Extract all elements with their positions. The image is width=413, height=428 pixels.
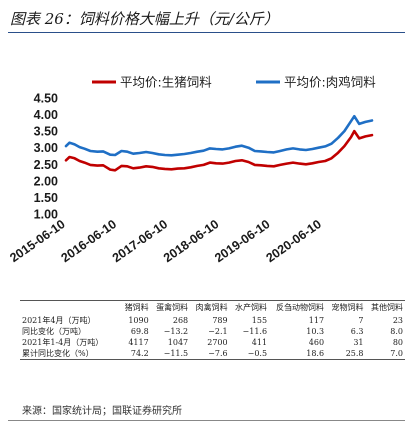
table-cell: −7.6: [190, 348, 230, 360]
title-rule: [8, 32, 405, 33]
table-cell: 80: [392, 338, 403, 347]
y-tick-label: 4.50: [34, 92, 58, 106]
series-line-chicken-feed: [64, 114, 374, 157]
row-label: 2021年4月（万吨）: [22, 316, 96, 325]
table-cell: 8.0: [390, 327, 403, 336]
table-cell: 10.3: [306, 327, 325, 336]
y-tick-label: 2.50: [34, 158, 58, 172]
table-header-layer: 蛋禽饲料: [156, 303, 189, 312]
y-tick-label: 1.50: [34, 191, 58, 205]
table-header-pet: 宠物饲料: [331, 303, 364, 312]
x-tick-label: 2017-06-10: [110, 217, 170, 265]
y-tick-label: 2.00: [34, 174, 58, 188]
table-cell: 69.8: [130, 327, 149, 336]
table-cell: 155: [251, 316, 268, 325]
feed-output-table: 猪饲料 蛋禽饲料 肉禽饲料 水产饲料 反刍动物饲料 宠物饲料 其他饲料 2021…: [20, 303, 405, 360]
feed-price-line-chart: 平均价:生猪饲料 平均价:肉鸡饲料 1.00 1.50 2.00 2.50 3.00 3.5…: [7, 75, 376, 266]
table-header-ruminant: 反刍动物饲料: [276, 303, 325, 312]
series-lines: [64, 114, 374, 172]
table-row: 2021年4月（万吨） 1090 268 789 155 117 7 23: [20, 315, 405, 326]
y-axis: 1.00 1.50 2.00 2.50 3.00 3.50 4.00 4.50: [34, 92, 58, 222]
table-cell: 18.6: [269, 348, 327, 360]
table-cell: 25.8: [326, 348, 366, 360]
x-tick-label: 2016-06-10: [59, 217, 119, 265]
table-row: 2021年1-4月（万吨） 4117 1047 2700 411 460 31 …: [20, 337, 405, 348]
table-cell: 4117: [128, 338, 149, 347]
y-tick-label: 4.00: [34, 108, 58, 122]
table-cell: 460: [308, 338, 325, 347]
table-cell: −11.6: [242, 327, 268, 336]
table-cell: 2700: [207, 338, 228, 347]
table-cell: 7.0: [365, 348, 405, 360]
figure-title: 图表 26：饲料价格大幅上升（元/公斤）: [10, 10, 279, 28]
x-axis: 2015-06-102016-06-102017-06-102018-06-10…: [7, 217, 324, 265]
table-header-other: 其他饲料: [371, 303, 403, 312]
table-corner-cell: [20, 303, 120, 315]
chart-legend: 平均价:生猪饲料 平均价:肉鸡饲料: [92, 75, 376, 90]
table-cell: 74.2: [120, 348, 151, 360]
table-cell: 117: [308, 316, 325, 325]
y-tick-label: 1.00: [34, 208, 58, 222]
table-row: 累计同比变化（%） 74.2 −11.5 −7.6 −0.5 18.6 25.8…: [20, 348, 405, 360]
table-cell: −2.1: [208, 327, 228, 336]
table-cell: 1090: [128, 316, 149, 325]
table-header-pig: 猪饲料: [124, 303, 149, 312]
legend-label: 平均价:生猪饲料: [120, 75, 212, 90]
row-label: 同比变化（万吨）: [22, 327, 86, 336]
table-cell: 31: [353, 338, 364, 347]
series-line-pig-feed: [64, 129, 374, 172]
table-cell: 6.3: [350, 327, 364, 336]
y-tick-label: 3.00: [34, 141, 58, 155]
table-cell: −13.2: [163, 327, 189, 336]
row-label: 累计同比变化（%）: [20, 348, 120, 360]
table-header-broiler: 肉禽饲料: [195, 303, 228, 312]
legend-label: 平均价:肉鸡饲料: [284, 75, 376, 90]
table-cell: 7: [358, 316, 364, 325]
table-cell: 23: [392, 316, 403, 325]
table-header-aqua: 水产饲料: [235, 303, 268, 312]
table-cell: 1047: [167, 338, 189, 347]
x-tick-label: 2019-06-10: [212, 217, 272, 265]
x-tick-label: 2020-06-10: [264, 217, 324, 265]
table-cell: 789: [212, 316, 228, 325]
table-header-row: 猪饲料 蛋禽饲料 肉禽饲料 水产饲料 反刍动物饲料 宠物饲料 其他饲料: [20, 303, 405, 315]
x-tick-label: 2018-06-10: [161, 217, 221, 265]
y-tick-label: 3.50: [34, 125, 58, 139]
source-note: 来源：国家统计局；国联证券研究所: [22, 406, 182, 417]
table-cell: 268: [172, 316, 189, 325]
x-tick-label: 2015-06-10: [7, 217, 67, 265]
table-top-rule: [20, 300, 405, 301]
table-cell: −0.5: [229, 348, 270, 360]
row-label: 2021年1-4月（万吨）: [22, 338, 104, 347]
bottom-rule: [8, 420, 405, 421]
table-row: 同比变化（万吨） 69.8 −13.2 −2.1 −11.6 10.3 6.3 …: [20, 326, 405, 337]
table-cell: −11.5: [150, 348, 191, 360]
table-cell: 411: [251, 338, 268, 347]
